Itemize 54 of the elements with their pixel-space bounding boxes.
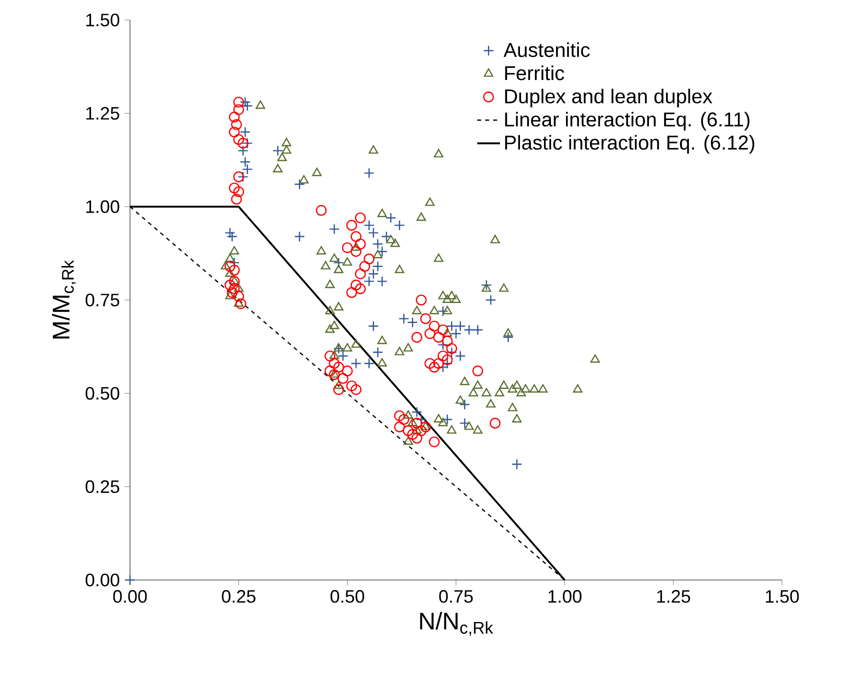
legend-label: Linear interaction Eq. (6.11) (505, 112, 750, 131)
point (464, 324, 474, 336)
legend-label: Austenitic (504, 42, 590, 58)
point (372, 261, 384, 272)
point (350, 358, 362, 369)
point (272, 145, 284, 156)
x-tick-label: 0.50 (330, 590, 364, 603)
point (485, 294, 496, 306)
y-tick-label: 0.25 (86, 480, 120, 494)
x-tick-label: 1.00 (548, 590, 582, 603)
point (224, 227, 236, 238)
y-tick-label: 0.00 (86, 574, 120, 586)
x-tick-label: 0.75 (439, 590, 473, 603)
point (398, 313, 410, 324)
x-tick-label: 0.25 (222, 590, 256, 603)
point (376, 276, 388, 287)
point (454, 320, 466, 332)
point (294, 231, 305, 242)
legend-label: Ferritic (505, 66, 564, 80)
point (364, 168, 374, 178)
point (364, 358, 374, 369)
point (385, 212, 396, 224)
x-tick-label: 1.25 (657, 590, 690, 603)
legend-label: Plastic interaction Eq. (6.12) (505, 135, 754, 154)
point (459, 399, 470, 410)
point (242, 100, 253, 112)
point (407, 317, 418, 328)
point (240, 126, 251, 138)
point (368, 320, 379, 332)
y-tick-label: 0.75 (86, 294, 120, 306)
point (124, 574, 136, 586)
point (240, 156, 251, 168)
y-tick-label: 1.50 (86, 14, 120, 26)
x-tick-label: 0.00 (113, 590, 147, 603)
point (481, 280, 492, 290)
y-axis-title: M/M$_{c,Rk}$ (52, 260, 76, 338)
point (294, 178, 305, 190)
point (242, 164, 253, 175)
x-axis-title: N/N$_{c,Rk}$ (420, 612, 494, 636)
point (364, 276, 374, 287)
point (226, 231, 238, 242)
point (372, 346, 384, 358)
point (454, 350, 466, 362)
y-tick-label: 0.50 (86, 386, 120, 400)
y-tick-label: 1.00 (86, 200, 120, 214)
x-tick-label: 1.50 (766, 590, 799, 603)
point (446, 346, 458, 358)
legend-label: Duplex and lean duplex (505, 88, 712, 108)
point (328, 224, 340, 234)
y-tick-label: 1.25 (86, 106, 120, 120)
point (368, 268, 379, 280)
point (511, 458, 522, 470)
point (394, 220, 405, 231)
point (472, 324, 484, 336)
